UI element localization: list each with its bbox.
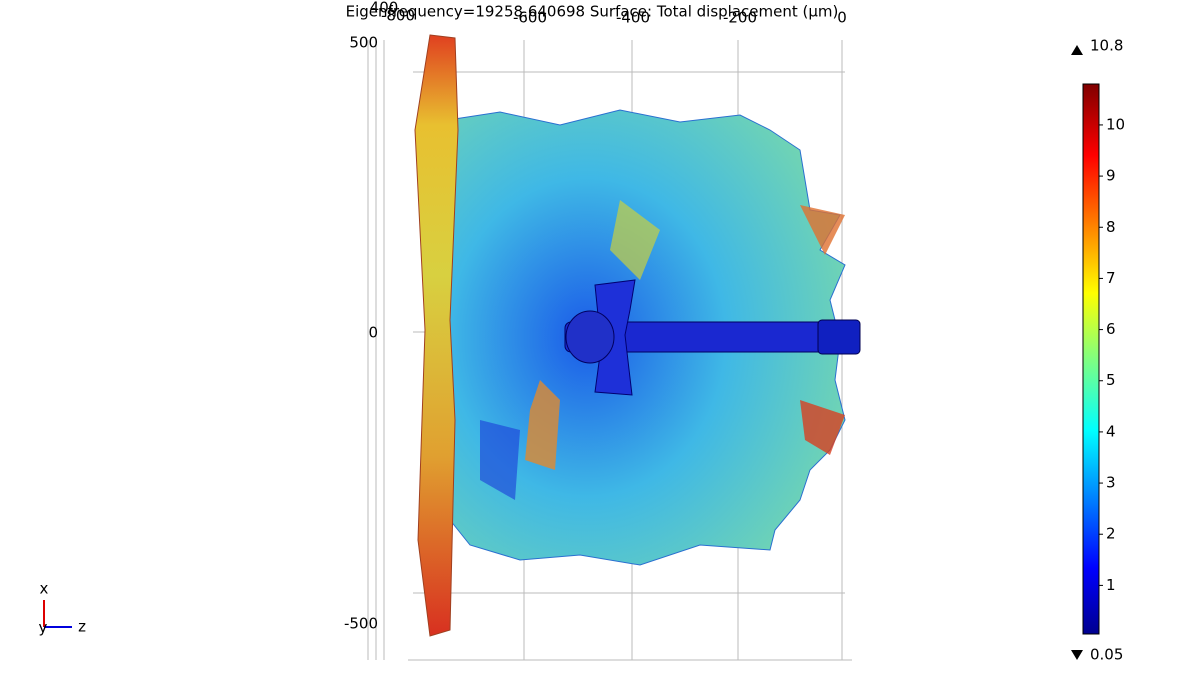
shaft-end	[817, 319, 861, 355]
axis-tick-label: -600	[513, 9, 547, 27]
colorbar-tick-label: 2	[1106, 525, 1116, 543]
colorbar-tick-label: 5	[1106, 371, 1116, 389]
colorbar-tick-label: 10	[1106, 115, 1125, 133]
axis-tick-label: 400	[370, 0, 399, 17]
axis-tick-label: 0	[368, 324, 378, 342]
surface-patch	[610, 200, 660, 280]
surface-patch	[800, 205, 845, 255]
colorbar-tick-label: 1	[1106, 576, 1116, 594]
colorbar-tick-label: 6	[1106, 320, 1116, 338]
surface-patch	[800, 400, 845, 455]
colorbar	[1082, 83, 1100, 635]
triad-label: z	[78, 618, 86, 636]
min-marker	[1071, 650, 1083, 660]
colorbar-min: 0.05	[1090, 646, 1123, 664]
axis-tick-label: -400	[616, 9, 650, 27]
colorbar-max: 10.8	[1090, 37, 1123, 55]
axis-tick-label: -800	[381, 7, 415, 25]
colorbar-tick-label: 9	[1106, 167, 1116, 185]
colorbar-tick-label: 3	[1106, 474, 1116, 492]
axis-tick-label: -500	[344, 615, 378, 633]
axis-tick-label: -200	[723, 9, 757, 27]
triad-label: y	[39, 619, 48, 637]
colorbar-tick-label: 8	[1106, 218, 1116, 236]
surface-patch	[480, 420, 520, 500]
axis-tick-label: 500	[349, 34, 378, 52]
max-marker	[1071, 45, 1083, 55]
axis-tick-label: 0	[837, 9, 847, 27]
hub-ball	[565, 310, 615, 364]
colorbar-tick-label: 4	[1106, 422, 1116, 440]
flange	[414, 34, 459, 637]
plot-title: Eigenfrequency=19258.640698 Surface: Tot…	[346, 3, 839, 21]
colorbar-tick-label: 7	[1106, 269, 1116, 287]
surface-patch	[525, 380, 560, 470]
triad-label: x	[40, 580, 49, 598]
